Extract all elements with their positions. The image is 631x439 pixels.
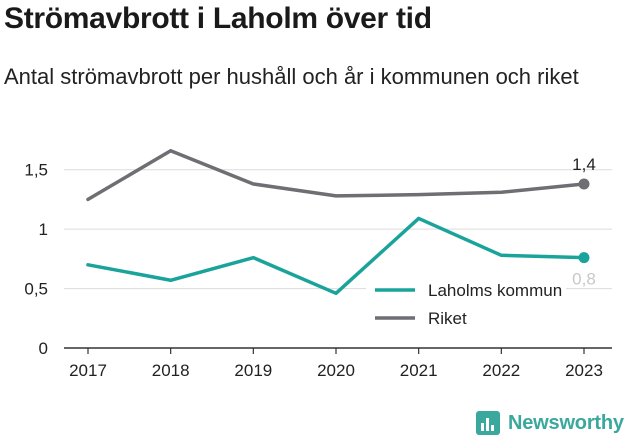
x-tick-label: 2021 [400, 361, 438, 380]
data-label: 1,4 [572, 155, 596, 174]
x-tick-label: 2023 [565, 361, 603, 380]
axis-layer: 0 0,5 1 1,5 2017 2018 2019 2020 2021 2022 2023 [24, 161, 603, 380]
series-line [86, 216, 586, 296]
bar-chart-icon [476, 411, 500, 435]
x-tick-label: 2020 [317, 361, 355, 380]
legend-label: Riket [428, 309, 467, 328]
data-label: 0,8 [572, 270, 596, 289]
legend-background [366, 274, 566, 334]
series-line [86, 148, 586, 202]
logo-text: Newsworthy [508, 411, 624, 434]
y-tick-label: 0 [39, 339, 48, 358]
newsworthy-logo: Newsworthy [476, 407, 624, 439]
x-tick-label: 2017 [69, 361, 107, 380]
legend-label: Laholms kommun [428, 281, 562, 300]
legend: Laholms kommun Riket [366, 274, 566, 334]
chart-subtitle: Antal strömavbrott per hushåll och år i … [4, 64, 579, 89]
chart-title: Strömavbrott i Laholm över tid [4, 2, 432, 35]
y-tick-label: 1 [39, 220, 48, 239]
x-tick-label: 2019 [234, 361, 272, 380]
y-tick-label: 1,5 [24, 161, 48, 180]
series-end-point [578, 178, 590, 190]
y-tick-label: 0,5 [24, 280, 48, 299]
x-tick-label: 2018 [152, 361, 190, 380]
series-layer: 1,4 0,8 [86, 148, 596, 296]
series-end-point [578, 252, 590, 264]
x-tick-label: 2022 [482, 361, 520, 380]
